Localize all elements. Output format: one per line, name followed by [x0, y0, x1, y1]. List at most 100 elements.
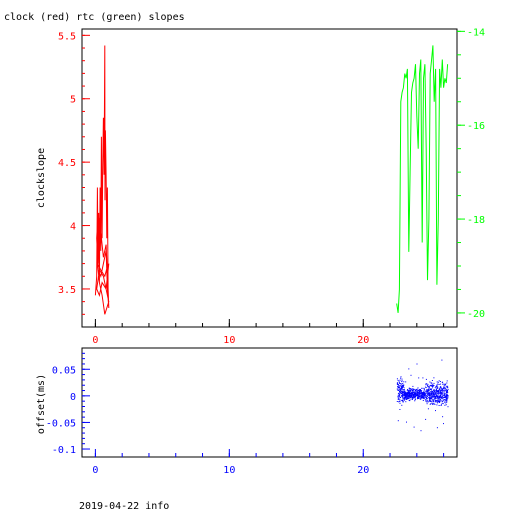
- offset-point: [435, 392, 437, 394]
- offset-point: [432, 396, 434, 398]
- offset-point: [397, 393, 399, 395]
- offset-point: [409, 391, 411, 392]
- x-tick-label: 10: [223, 465, 235, 476]
- offset-point: [414, 395, 416, 397]
- offset-point: [400, 376, 402, 378]
- offset-point: [423, 397, 425, 399]
- offset-point: [402, 394, 404, 396]
- offset-point: [426, 391, 428, 393]
- offset-point: [431, 397, 433, 399]
- offset-point: [443, 394, 445, 396]
- offset-point: [425, 383, 427, 385]
- offset-point: [432, 403, 433, 405]
- offset-point: [408, 398, 410, 400]
- offset-point: [446, 392, 448, 393]
- offset-point: [408, 395, 410, 397]
- offset-point: [421, 390, 423, 392]
- offset-point: [408, 399, 410, 401]
- offset-point: [424, 392, 426, 394]
- offset-point: [437, 383, 439, 385]
- offset-point: [433, 390, 435, 392]
- offset-point: [433, 398, 435, 400]
- offset-point: [440, 386, 442, 388]
- offset-point: [436, 387, 438, 389]
- offset-point: [430, 398, 431, 399]
- rtc-series-line: [396, 45, 449, 313]
- offset-point: [401, 394, 403, 396]
- offset-point: [405, 381, 407, 383]
- offset-point: [416, 395, 418, 397]
- y-tick-label: -0.1: [52, 445, 76, 456]
- offset-point: [403, 396, 405, 398]
- offset-point: [411, 395, 413, 397]
- offset-point: [404, 396, 406, 397]
- offset-point: [424, 399, 426, 401]
- offset-point: [404, 395, 406, 397]
- offset-point: [432, 391, 433, 393]
- offset-point: [405, 396, 407, 398]
- offset-point: [403, 393, 405, 395]
- offset-point: [401, 389, 403, 391]
- offset-point: [426, 399, 428, 401]
- offset-point: [426, 400, 428, 402]
- offset-point: [399, 400, 400, 402]
- offset-point: [416, 389, 418, 391]
- offset-point: [435, 395, 437, 397]
- offset-point: [400, 396, 401, 398]
- offset-point: [402, 384, 403, 386]
- offset-point: [401, 400, 403, 402]
- offset-point: [428, 387, 430, 389]
- offset-point: [429, 389, 430, 391]
- offset-point: [400, 377, 402, 379]
- offset-point: [438, 390, 440, 392]
- offset-point: [434, 390, 436, 392]
- offset-point: [414, 391, 416, 393]
- offset-point: [429, 399, 431, 401]
- offset-point: [439, 383, 441, 385]
- offset-point: [446, 394, 448, 396]
- offset-point: [436, 389, 437, 391]
- offset-point: [433, 389, 435, 391]
- offset-point: [423, 388, 425, 390]
- offset-point: [411, 389, 413, 391]
- offset-point: [441, 402, 443, 404]
- offset-point: [436, 401, 438, 403]
- offset-point: [417, 394, 419, 396]
- offset-point: [439, 399, 441, 401]
- offset-point: [440, 394, 442, 396]
- offset-point: [411, 397, 413, 399]
- offset-point: [407, 394, 408, 396]
- x-tick-label: 20: [357, 335, 369, 346]
- offset-x-ticks: 0 10 20: [92, 449, 445, 476]
- offset-point: [438, 384, 440, 385]
- offset-point: [430, 395, 432, 397]
- offset-point: [411, 396, 413, 398]
- offset-point: [430, 388, 432, 390]
- offset-point: [428, 385, 430, 387]
- offset-point: [439, 394, 441, 396]
- offset-point: [397, 399, 399, 400]
- offset-point: [441, 397, 443, 399]
- offset-point: [407, 389, 409, 391]
- offset-point: [434, 391, 436, 393]
- offset-point: [411, 393, 413, 395]
- offset-point: [433, 396, 435, 398]
- offset-point: [428, 389, 430, 391]
- offset-point: [436, 390, 438, 392]
- offset-point: [444, 396, 445, 398]
- offset-point: [420, 396, 422, 398]
- offset-point: [438, 389, 440, 391]
- offset-point: [417, 396, 419, 398]
- offset-point: [427, 408, 429, 410]
- offset-point: [404, 391, 406, 393]
- offset-point: [432, 400, 434, 402]
- offset-point: [412, 389, 414, 390]
- offset-point: [413, 392, 415, 394]
- offset-point: [440, 395, 442, 397]
- offset-point: [413, 393, 414, 395]
- offset-point: [418, 390, 420, 392]
- offset-point: [432, 395, 434, 397]
- offset-point: [408, 392, 410, 394]
- offset-point: [404, 390, 406, 392]
- offset-point: [443, 387, 445, 389]
